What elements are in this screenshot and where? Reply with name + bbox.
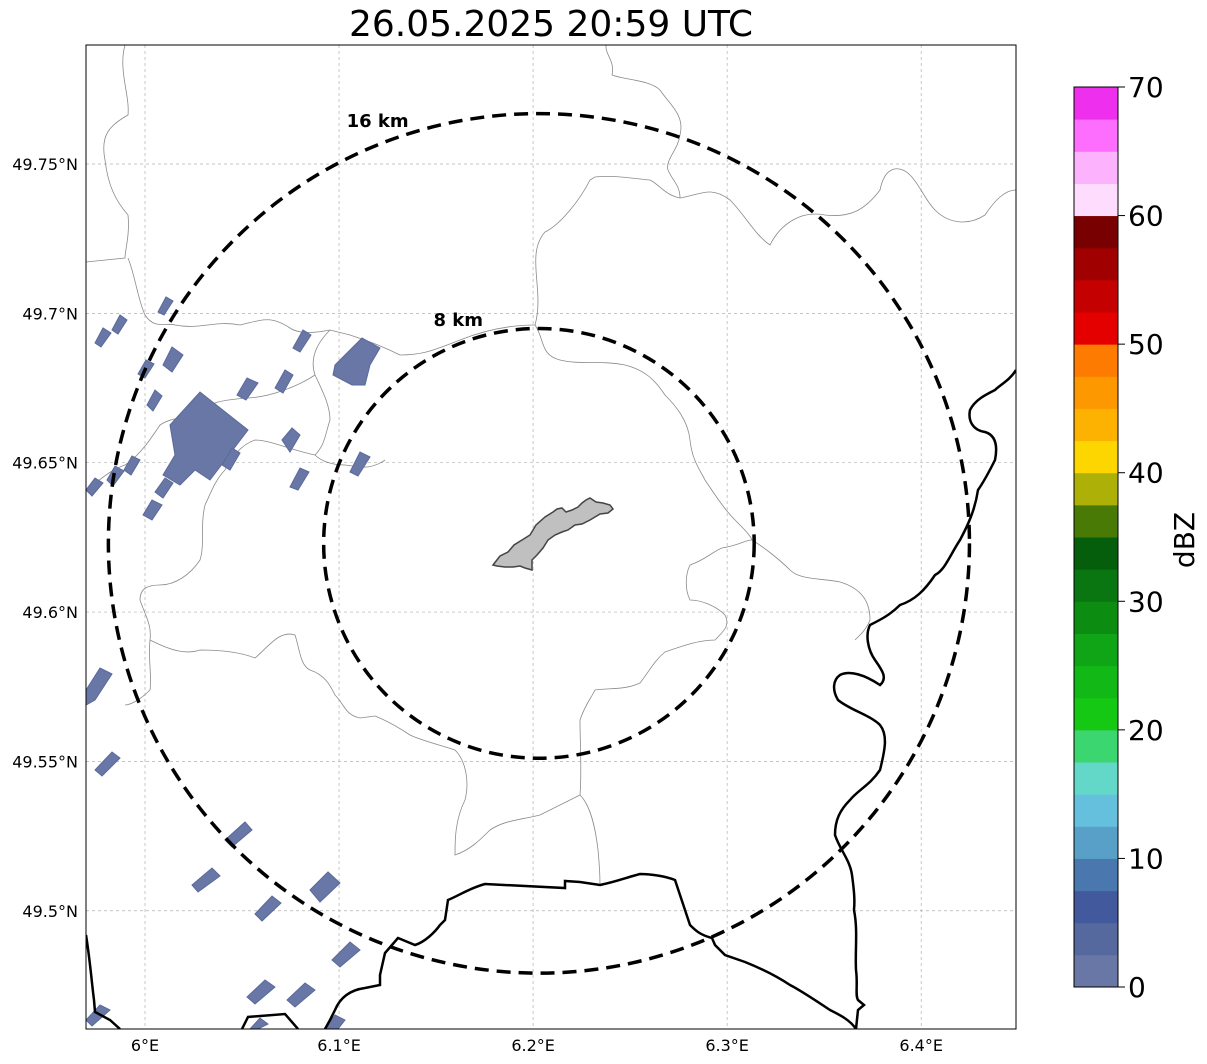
- municipal-borders: [86, 45, 1016, 886]
- colorbar-tick-label-7: 70: [1128, 71, 1164, 104]
- colorbar-segment-1: [1074, 922, 1118, 956]
- colorbar-segment-19: [1074, 344, 1118, 377]
- colorbar-segment-16: [1074, 440, 1118, 474]
- colorbar-segment-11: [1074, 601, 1118, 634]
- lat-tick-label-0: 49.5°N: [22, 902, 78, 921]
- colorbar-tick-label-2: 20: [1128, 714, 1164, 747]
- colorbar-segment-4: [1074, 826, 1118, 859]
- colorbar-segment-24: [1074, 183, 1118, 217]
- colorbar-segment-5: [1074, 794, 1118, 827]
- lon-tick-label-4: 6.4°E: [899, 1036, 943, 1055]
- colorbar: 0 10 20 30 40 50 60 70 dBZ: [1073, 71, 1201, 1004]
- colorbar-tick-label-3: 30: [1128, 585, 1164, 618]
- map-axes-frame: [85, 44, 1017, 1030]
- colorbar-segment-12: [1074, 569, 1118, 602]
- colorbar-title: dBZ: [1168, 512, 1201, 568]
- tick-labels: 6°E 6.1°E 6.2°E 6.3°E 6.4°E 49.5°N 49.55°N 49.6…: [12, 155, 943, 1055]
- colorbar-segment-17: [1074, 408, 1118, 442]
- colorbar-segment-27: [1074, 87, 1118, 120]
- colorbar-tick-label-5: 50: [1128, 328, 1164, 361]
- colorbar-segment-26: [1074, 119, 1118, 152]
- colorbar-segment-21: [1074, 279, 1118, 313]
- range-rings: 8 km 16 km: [106, 111, 972, 975]
- colorbar-segment-18: [1074, 376, 1118, 409]
- city-polygon: [491, 497, 615, 571]
- colorbar-segment-10: [1074, 633, 1118, 667]
- colorbar-segment-20: [1074, 312, 1118, 345]
- lat-tick-label-2: 49.6°N: [22, 603, 78, 622]
- range-ring-label-8km: 8 km: [434, 310, 484, 331]
- lon-tick-label-2: 6.2°E: [511, 1036, 555, 1055]
- colorbar-segment-25: [1074, 151, 1118, 184]
- colorbar-segment-9: [1074, 665, 1118, 699]
- colorbar-segment-3: [1074, 858, 1118, 892]
- lat-tick-label-5: 49.75°N: [12, 155, 78, 174]
- lon-tick-label-0: 6°E: [131, 1036, 159, 1055]
- colorbar-frame: [1073, 86, 1119, 988]
- colorbar-segment-14: [1074, 504, 1118, 538]
- colorbar-segment-15: [1074, 472, 1118, 506]
- colorbar-segment-23: [1074, 215, 1118, 249]
- colorbar-segment-2: [1074, 890, 1118, 924]
- colorbar-segment-22: [1074, 247, 1118, 281]
- colorbar-segment-7: [1074, 729, 1118, 763]
- colorbar-tick-label-6: 60: [1128, 200, 1164, 233]
- colorbar-segment-8: [1074, 697, 1118, 731]
- lat-tick-label-1: 49.55°N: [12, 752, 78, 771]
- map-title: 26.05.2025 20:59 UTC: [348, 4, 754, 45]
- colorbar-tick-label-4: 40: [1128, 457, 1164, 490]
- range-ring-16km: [106, 111, 972, 975]
- lon-tick-label-1: 6.1°E: [317, 1036, 361, 1055]
- colorbar-segment-0: [1074, 954, 1118, 988]
- colorbar-tick-label-0: 0: [1128, 971, 1146, 1004]
- range-ring-8km: [321, 326, 756, 760]
- range-ring-label-16km: 16 km: [347, 111, 409, 132]
- colorbar-segment-6: [1074, 762, 1118, 795]
- radar-echoes: [86, 296, 381, 1029]
- lon-tick-label-3: 6.3°E: [705, 1036, 749, 1055]
- gridlines: [86, 45, 1016, 1029]
- colorbar-segment-13: [1074, 537, 1118, 570]
- colorbar-tick-label-1: 10: [1128, 842, 1164, 875]
- lat-tick-label-4: 49.7°N: [22, 304, 78, 323]
- national-border: [86, 369, 1016, 1029]
- lat-tick-label-3: 49.65°N: [12, 454, 78, 473]
